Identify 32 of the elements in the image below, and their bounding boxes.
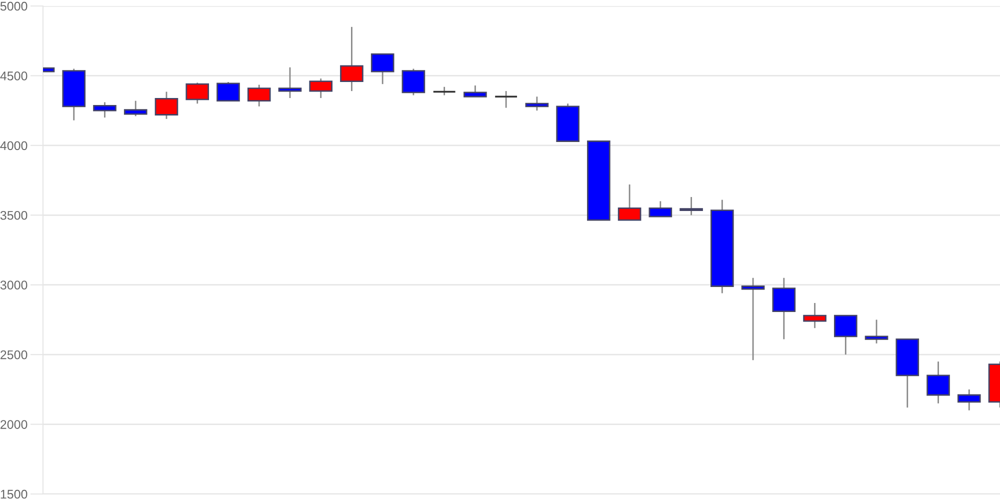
y-tick-label: 5000	[0, 2, 28, 11]
candlestick	[926, 360, 950, 404]
y-tick-label: 3000	[0, 280, 28, 290]
candlestick	[772, 277, 796, 340]
candlestick	[618, 184, 642, 221]
candlestick	[93, 102, 116, 118]
candlestick	[124, 100, 148, 117]
candlestick	[464, 84, 487, 98]
candlestick	[370, 53, 394, 85]
candlestick	[834, 314, 858, 356]
candlestick	[340, 26, 364, 92]
candlestick	[216, 81, 240, 102]
y-tick-label: 2500	[0, 350, 28, 360]
candlestick	[494, 90, 518, 108]
candlestick	[154, 91, 178, 120]
candlestick	[525, 96, 549, 112]
candlestick	[247, 84, 271, 108]
y-tick-label: 3500	[0, 210, 28, 220]
candlestick	[680, 196, 703, 216]
y-tick-label: 4000	[0, 141, 28, 150]
y-tick-label: 2000	[0, 420, 28, 429]
candlestick	[741, 277, 765, 361]
candlestick	[278, 66, 302, 99]
y-tick-label: 4500	[0, 72, 28, 80]
candlestick	[957, 388, 981, 412]
candlestick	[402, 68, 426, 96]
candlestick	[309, 78, 332, 99]
candlestick	[186, 82, 210, 104]
candlestick	[803, 302, 826, 329]
candlestick	[864, 319, 888, 344]
candlestick	[648, 200, 672, 218]
y-tick-label: 1500	[0, 490, 28, 499]
